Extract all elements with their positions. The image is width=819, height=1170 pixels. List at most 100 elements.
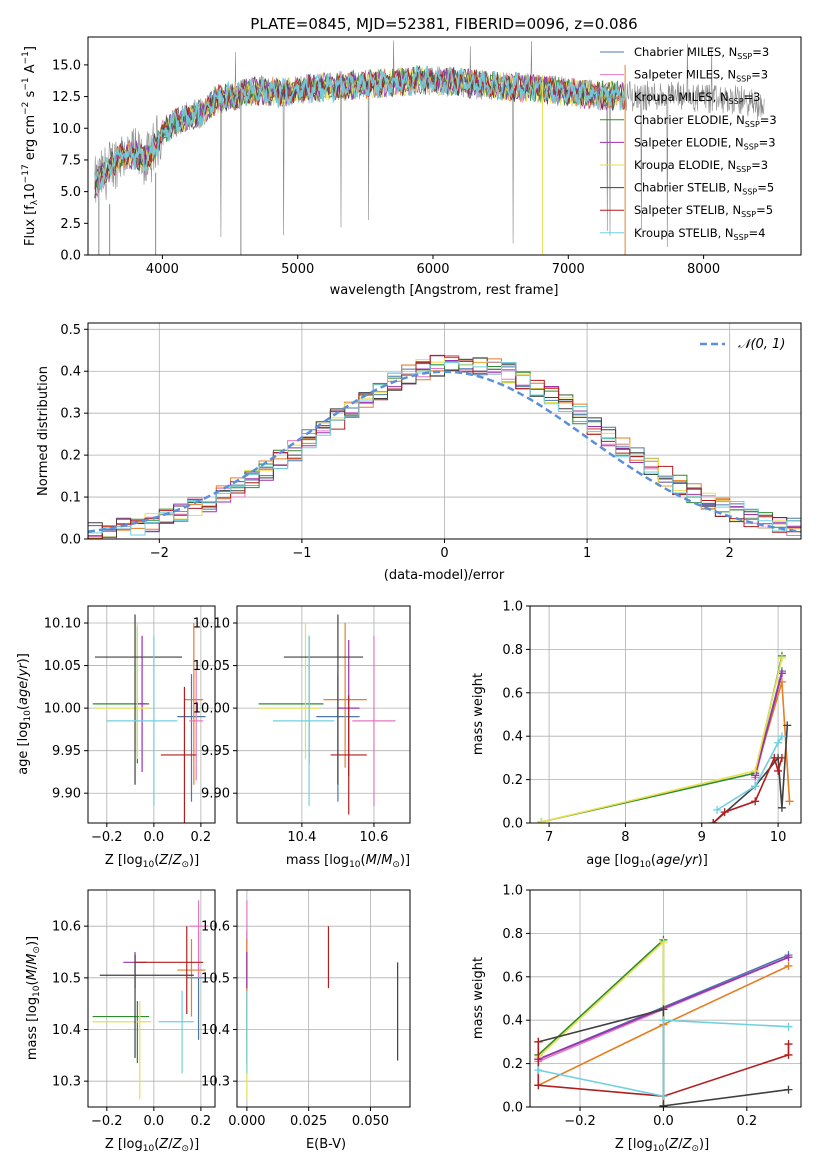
axes-frame — [529, 889, 802, 1108]
weight-marker — [534, 1037, 543, 1046]
weight-marker — [777, 753, 786, 762]
weight-marker — [720, 808, 729, 817]
histogram-step-line — [88, 354, 801, 539]
weight-line — [538, 1019, 789, 1098]
age-vs-Z-panel: −0.2 0.0 0.2 9.90 9.95 10.00 10.05 10.10 — [44, 605, 216, 845]
weight-marker — [777, 669, 786, 678]
weight-marker — [777, 654, 786, 663]
weight-marker — [534, 1081, 543, 1090]
y-tick-label: 7.5 — [60, 153, 81, 168]
legend-label: Salpeter ELODIE, NSSP=3 — [634, 135, 776, 151]
plot-area — [94, 40, 765, 255]
x-tick-label: 0.0 — [144, 830, 165, 845]
x-tick-label: 0.050 — [352, 1114, 389, 1129]
y-tick-label: 10.05 — [193, 659, 230, 674]
weight-vs-Z-xlabel: Z [log10(Z/Z⊙)] — [615, 1137, 709, 1154]
weight-line — [541, 655, 783, 823]
x-tick-label: 0.0 — [144, 1114, 165, 1129]
legend-subscript: SSP — [736, 75, 751, 84]
legend-suffix: =5 — [757, 181, 774, 195]
y-tick-label: 10.00 — [193, 702, 230, 717]
y-tick-label: 10.5 — [52, 971, 81, 986]
y-tick-label: 0.2 — [502, 773, 523, 788]
legend-subscript: SSP — [736, 165, 751, 174]
legend-label: Chabrier MILES, NSSP=3 — [634, 45, 769, 61]
weight-marker — [659, 1005, 668, 1014]
axes-frame — [87, 889, 216, 1108]
plot-area — [92, 900, 211, 1100]
weight-line — [716, 735, 783, 811]
weight-marker — [784, 1040, 793, 1049]
weight-line — [537, 938, 665, 1106]
legend-suffix: =5 — [756, 203, 773, 217]
legend-suffix: =3 — [760, 113, 777, 127]
axes-frame — [529, 605, 802, 824]
spectrum-legend: Chabrier MILES, NSSP=3 Salpeter MILES, NS… — [600, 45, 777, 242]
y-tick-label: 1.0 — [502, 884, 523, 899]
x-tick-label: 10.6 — [359, 830, 388, 845]
y-tick-label: 0.4 — [502, 1014, 523, 1029]
y-tick-label: 15.0 — [52, 58, 81, 73]
x-tick-label: −0.2 — [91, 1114, 123, 1129]
x-tick-label: 0.000 — [228, 1114, 265, 1129]
y-tick-label: 10.0 — [52, 122, 81, 137]
x-tick-label: 0 — [440, 546, 448, 561]
weight-marker — [784, 1085, 793, 1094]
x-tick-label: 5000 — [281, 262, 314, 277]
weight-vs-age-panel: 7 8 9 10 0.0 0.2 0.4 0.6 0.8 1.0 — [502, 600, 802, 845]
y-tick-label: 0.2 — [60, 449, 81, 464]
legend-subscript: SSP — [742, 188, 757, 197]
y-tick-label: 12.5 — [52, 90, 81, 105]
y-tick-label: 0.0 — [60, 249, 81, 264]
mass-vs-Z-xlabel: Z [log10(Z/Z⊙)] — [105, 1137, 199, 1154]
figure-title: PLATE=0845, MJD=52381, FIBERID=0096, z=0… — [250, 15, 637, 33]
weight-marker — [659, 938, 668, 947]
weight-marker — [537, 817, 546, 823]
legend-suffix: =3 — [751, 158, 768, 172]
axes-frame — [236, 889, 411, 1108]
legend-label: Kroupa ELODIE, NSSP=3 — [634, 158, 768, 174]
legend-label: Chabrier STELIB, NSSP=5 — [634, 181, 774, 197]
normal-legend-label: 𝒩(0, 1) — [738, 337, 785, 352]
spectrum-ylabel: Flux [fλ10−17 erg cm−2 s−1 A−1] — [21, 46, 40, 246]
legend-label: Kroupa STELIB, NSSP=4 — [634, 226, 765, 242]
legend-suffix: =4 — [749, 226, 766, 240]
y-tick-label: 2.5 — [60, 217, 81, 232]
weight-marker — [770, 753, 779, 762]
weight-marker — [659, 1101, 668, 1107]
residual-legend: 𝒩(0, 1) — [700, 337, 785, 352]
legend-label: Salpeter MILES, NSSP=3 — [634, 68, 768, 84]
x-tick-label: 0.025 — [290, 1114, 327, 1129]
y-tick-label: 9.90 — [52, 787, 81, 802]
plot-area — [88, 354, 801, 539]
age-vs-mass-panel: 10.4 10.6 9.90 9.95 10.00 10.05 10.10 — [193, 605, 411, 845]
weight-line — [541, 657, 783, 823]
y-tick-label: 9.95 — [52, 744, 81, 759]
weight-marker — [709, 819, 718, 823]
x-tick-label: 0.0 — [653, 1114, 674, 1129]
mass-vs-EBV-panel: 0.000 0.025 0.050 10.3 10.4 10.5 10.6 — [201, 889, 411, 1129]
y-tick-label: 0.5 — [60, 323, 81, 338]
y-tick-label: 0.2 — [502, 1057, 523, 1072]
residual-ylabel: Normed distribution — [36, 366, 51, 496]
axes-frame — [87, 36, 802, 256]
x-tick-label: −0.2 — [564, 1114, 596, 1129]
x-tick-label: 9 — [698, 830, 706, 845]
x-tick-label: 0.2 — [736, 1114, 757, 1129]
x-tick-label: 4000 — [146, 262, 179, 277]
y-tick-label: 10.4 — [52, 1023, 81, 1038]
mass-vs-Z-panel: −0.2 0.0 0.2 10.3 10.4 10.5 10.6 — [52, 889, 216, 1129]
weight-marker — [784, 1022, 793, 1031]
legend-subscript: SSP — [744, 142, 759, 151]
x-tick-label: −0.2 — [91, 830, 123, 845]
spectrum-xlabel: wavelength [Angstrom, rest frame] — [330, 283, 559, 298]
legend-subscript: SSP — [741, 210, 756, 219]
weight-marker — [751, 797, 760, 806]
x-tick-label: −1 — [292, 546, 311, 561]
y-tick-label: 0.1 — [60, 491, 81, 506]
y-tick-label: 9.90 — [201, 787, 230, 802]
weight-marker — [751, 766, 760, 775]
normal-curve — [88, 370, 801, 533]
weight-marker — [534, 1066, 543, 1075]
